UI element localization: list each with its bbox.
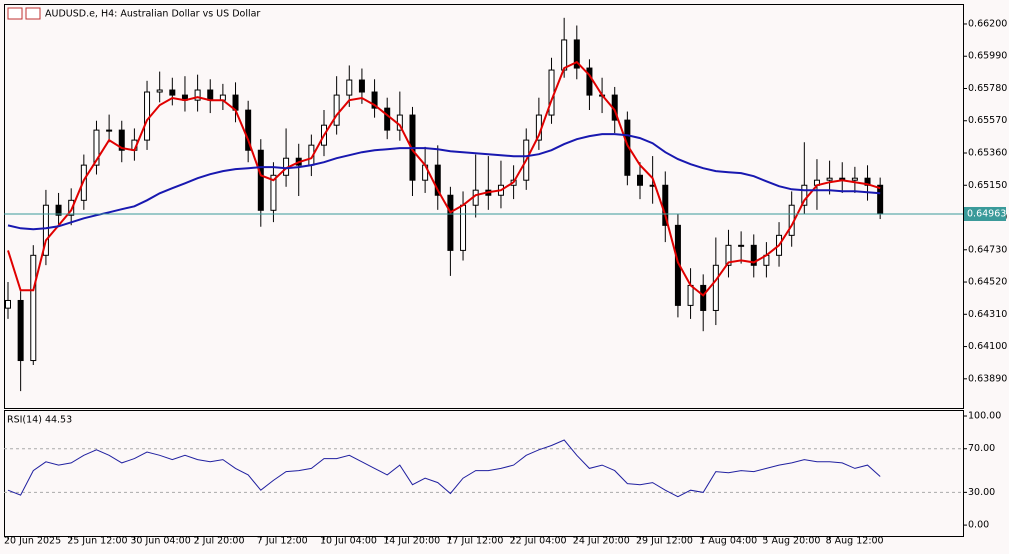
candle-body	[93, 129, 100, 166]
candle-body	[851, 177, 858, 181]
x-tick-label: 2 Jul 20:00	[194, 536, 245, 547]
x-tick-label: 17 Jul 12:00	[446, 536, 503, 547]
candle-body	[358, 79, 365, 93]
moving-average	[7, 133, 881, 231]
candle-body	[80, 164, 87, 201]
candle-body	[864, 177, 871, 186]
candle-body	[5, 299, 11, 309]
x-tick-label: 30 Jun 04:00	[130, 536, 190, 547]
last-price-label: 0.64963	[967, 208, 1006, 219]
y-tick-label: 0.00	[968, 520, 989, 531]
candle-body	[801, 184, 808, 206]
candle-body	[42, 204, 49, 256]
y-tick-label: 0.65990	[968, 51, 1007, 62]
candle-body	[207, 89, 214, 101]
rsi-title: RSI(14) 44.53	[7, 415, 72, 426]
candle-body	[384, 107, 391, 131]
candle-body	[270, 174, 277, 211]
x-tick-label: 22 Jul 04:00	[510, 536, 567, 547]
last-price-box	[964, 206, 1006, 221]
x-tick-label: 5 Aug 20:00	[762, 536, 820, 547]
y-tick-label: 0.65360	[968, 148, 1007, 159]
x-tick-label: 8 Aug 12:00	[826, 536, 884, 547]
window-icons	[7, 7, 41, 20]
candle-body	[826, 177, 833, 181]
rsi-line	[7, 439, 881, 498]
candle-body	[17, 299, 24, 362]
candle-body	[169, 89, 176, 96]
x-tick-label: 14 Jul 20:00	[383, 536, 440, 547]
y-tick-label: 0.63890	[968, 373, 1007, 384]
candle-body	[106, 129, 113, 132]
candle-body	[637, 174, 643, 186]
icon	[25, 7, 41, 20]
x-tick-label: 29 Jul 12:00	[636, 536, 693, 547]
candle-body	[738, 244, 745, 247]
candle-body	[750, 244, 757, 266]
candle-body	[194, 89, 201, 101]
candle-body	[118, 129, 125, 151]
main-panel	[4, 4, 964, 409]
y-tick-label: 30.00	[968, 487, 995, 498]
y-tick-label: 0.64520	[968, 277, 1007, 288]
icon	[7, 7, 23, 20]
y-tick-label: 70.00	[968, 443, 995, 454]
y-tick-label: 0.66200	[968, 18, 1007, 29]
x-tick-label: 24 Jul 20:00	[573, 536, 630, 547]
candle-body	[725, 244, 732, 266]
x-tick-label: 1 Aug 04:00	[699, 536, 757, 547]
x-tick-label: 10 Jul 04:00	[320, 536, 377, 547]
candle-body	[447, 194, 454, 251]
candle-body	[712, 264, 719, 311]
candle-body	[346, 79, 353, 96]
y-tick-label: 0.64310	[968, 309, 1007, 320]
candle-body	[548, 69, 555, 116]
y-tick-label: 0.64100	[968, 341, 1007, 352]
candle-body	[371, 91, 378, 109]
candle-body	[257, 149, 264, 211]
x-tick-label: 7 Jul 12:00	[257, 536, 308, 547]
candle-body	[30, 254, 37, 362]
rsi-panel	[4, 410, 964, 537]
y-tick-label: 100.00	[968, 411, 1001, 422]
candle-body	[55, 204, 62, 216]
y-tick-label: 0.64730	[968, 244, 1007, 255]
candle-body	[144, 91, 151, 141]
candle-body	[460, 204, 467, 251]
candle-body	[561, 39, 568, 71]
chart-title: AUDUSD.e, H4: Australian Dollar vs US Do…	[45, 9, 260, 20]
candle-body	[156, 89, 163, 93]
candle-body	[333, 94, 340, 126]
x-tick-label: 25 Jun 12:00	[67, 536, 127, 547]
y-tick-label: 0.65150	[968, 180, 1007, 191]
y-tick-label: 0.65570	[968, 115, 1007, 126]
candle-body	[586, 67, 593, 96]
candle-body	[573, 39, 580, 69]
candle-body	[245, 109, 252, 151]
candle-body	[434, 164, 441, 196]
candle-body	[700, 284, 707, 311]
candle-body	[877, 184, 884, 215]
moving-average	[7, 60, 881, 297]
y-tick-label: 0.65780	[968, 83, 1007, 94]
candle-body	[687, 284, 694, 306]
x-tick-label: 20 Jun 2025	[4, 536, 61, 547]
